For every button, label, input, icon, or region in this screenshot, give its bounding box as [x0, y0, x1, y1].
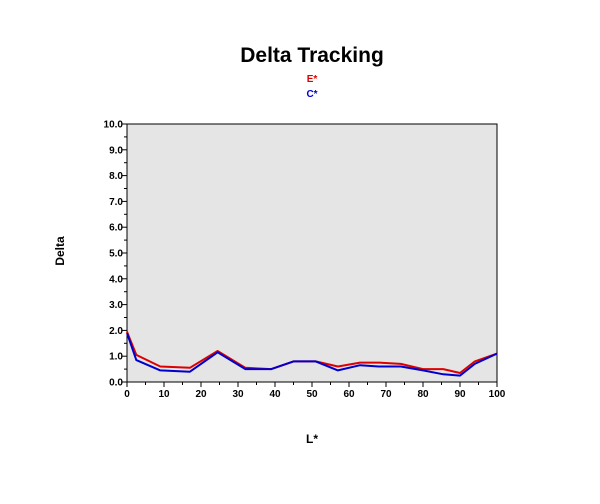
y-tick-label: 5.0 — [109, 249, 123, 260]
y-tick-label: 3.0 — [109, 300, 123, 311]
x-tick-label: 20 — [195, 389, 207, 400]
y-tick-label: 4.0 — [109, 274, 123, 285]
y-tick-label: 1.0 — [109, 352, 123, 363]
x-tick-label: 70 — [380, 389, 392, 400]
legend-entry-e: E* — [306, 74, 318, 85]
plot-area — [126, 123, 498, 383]
x-tick-label: 40 — [269, 389, 281, 400]
y-tick-label: 6.0 — [109, 223, 123, 234]
y-tick-label: 2.0 — [109, 326, 123, 337]
series-line-e — [126, 331, 498, 374]
series-line-c — [126, 332, 498, 377]
x-tick-label: 60 — [343, 389, 355, 400]
chart-title: Delta Tracking — [240, 44, 384, 67]
x-tick-label: 0 — [124, 389, 130, 400]
x-tick-label: 100 — [489, 389, 506, 400]
y-tick-label: 7.0 — [109, 197, 123, 208]
y-tick-label: 0.0 — [109, 378, 123, 389]
x-axis-label: L* — [306, 432, 318, 446]
x-tick-label: 10 — [158, 389, 170, 400]
y-tick-label: 8.0 — [109, 171, 123, 182]
x-tick-label: 80 — [417, 389, 429, 400]
x-tick-label: 90 — [454, 389, 466, 400]
x-tick-label: 30 — [232, 389, 244, 400]
y-tick-label: 9.0 — [109, 145, 123, 156]
y-tick-label: 10.0 — [104, 120, 124, 131]
legend-entry-c: C* — [306, 89, 318, 100]
x-tick-label: 50 — [306, 389, 318, 400]
